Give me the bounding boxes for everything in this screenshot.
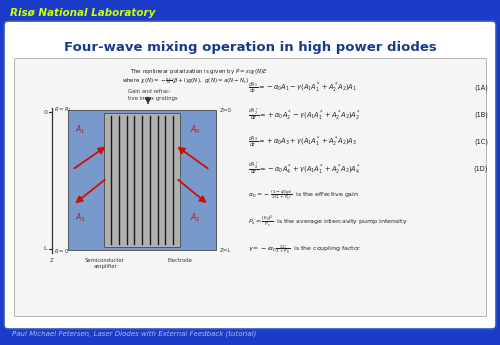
Text: (1B): (1B) — [474, 112, 488, 118]
Text: The nonlinear polarization is given by $P = \varepsilon_0\chi(N)E$: The nonlinear polarization is given by $… — [130, 67, 268, 76]
Text: $R=R_1$: $R=R_1$ — [54, 106, 72, 115]
Text: Z: Z — [50, 258, 54, 263]
Text: $\gamma = -i\alpha_0\frac{2C}{1+P_0}$  is the coupling factor: $\gamma = -i\alpha_0\frac{2C}{1+P_0}$ is… — [248, 244, 362, 256]
Text: where $\chi(N) = -\frac{nc}{\omega}(\beta+\mathrm{i})g(N)$,  $g(N)=a(N-N_t)$: where $\chi(N) = -\frac{nc}{\omega}(\bet… — [122, 76, 249, 86]
Text: Risø National Laboratory: Risø National Laboratory — [10, 8, 156, 18]
Text: $\frac{dA_2^*}{dz} = +\alpha_0 A_2^* - \gamma(A_1A_1^* + A_2^*A_2)A_2^*$: $\frac{dA_2^*}{dz} = +\alpha_0 A_2^* - \… — [248, 107, 361, 123]
Text: 0: 0 — [43, 109, 47, 115]
Text: $A_0$: $A_0$ — [190, 124, 200, 136]
Text: $A_3$: $A_3$ — [74, 212, 86, 224]
Text: (1A): (1A) — [474, 85, 488, 91]
Text: $\alpha_0 = -\frac{(1-i\beta)g_0}{2(1+P_s)}$  is the effective gain: $\alpha_0 = -\frac{(1-i\beta)g_0}{2(1+P_… — [248, 188, 359, 201]
Text: Electrode: Electrode — [168, 258, 192, 263]
Text: (1D): (1D) — [474, 166, 488, 172]
Text: Z=L: Z=L — [220, 248, 232, 254]
Text: (1C): (1C) — [474, 139, 488, 145]
Text: Four-wave mixing operation in high power diodes: Four-wave mixing operation in high power… — [64, 41, 436, 55]
Text: Gain and refrac-
tive index gratings: Gain and refrac- tive index gratings — [128, 89, 178, 101]
Text: L: L — [44, 246, 47, 252]
Text: $A_2$: $A_2$ — [190, 212, 200, 224]
FancyBboxPatch shape — [4, 21, 496, 329]
Text: Paul Michael Petersen, Laser Diodes with External Feedback (tutorial): Paul Michael Petersen, Laser Diodes with… — [12, 331, 256, 337]
Text: $P_s = \frac{|E_0|^2}{P_s}$  is the average intercavity pump intensity: $P_s = \frac{|E_0|^2}{P_s}$ is the avera… — [248, 214, 408, 230]
Text: $A_1$: $A_1$ — [75, 124, 85, 136]
Text: Z=0: Z=0 — [220, 108, 232, 112]
Text: Semiconductor
amplifier: Semiconductor amplifier — [85, 258, 125, 269]
Bar — [68, 110, 216, 250]
Text: $\frac{dA_1}{dz} = -\alpha_0 A_1 - \gamma(A_1A_1^* + A_2^*A_2)A_1$: $\frac{dA_1}{dz} = -\alpha_0 A_1 - \gamm… — [248, 80, 357, 96]
Text: $\frac{dA_4^*}{dz} = -\alpha_0 A_4^* + \gamma(A_1A_1^* + A_2^*A_2)A_4^*$: $\frac{dA_4^*}{dz} = -\alpha_0 A_4^* + \… — [248, 161, 361, 177]
FancyBboxPatch shape — [14, 58, 486, 316]
Text: $\frac{dA_3}{dz} = +\alpha_0 A_3 + \gamma(A_1A_1^* + A_2^*A_2)A_3$: $\frac{dA_3}{dz} = +\alpha_0 A_3 + \gamm… — [248, 135, 357, 149]
Text: $R=0$: $R=0$ — [54, 247, 69, 255]
Bar — [104, 113, 180, 247]
